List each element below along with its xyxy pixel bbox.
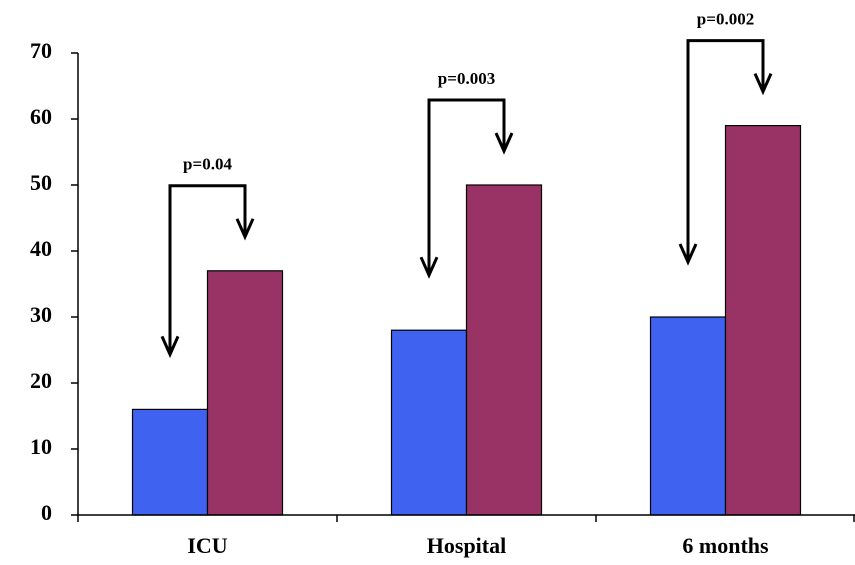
bracket [686,39,765,262]
y-tick-label: 10 [30,434,52,459]
y-tick-label: 20 [30,368,52,393]
y-tick-label: 70 [30,38,52,63]
bar [131,408,209,516]
x-tick-label: ICU [187,533,227,558]
arrow-head [753,72,773,96]
bar [390,329,468,516]
annotation: p=0.002 [697,10,754,29]
y-tick-label: 40 [30,236,52,261]
bracket [427,98,506,276]
arrow-head [160,335,180,359]
arrow-head [494,132,514,155]
arrow-head [419,256,439,279]
y-tick-label: 60 [30,104,52,129]
y-tick-label: 30 [30,302,52,327]
arrow-head [235,218,255,241]
y-tick-label: 0 [41,500,52,525]
bar [649,316,727,516]
bar [206,270,284,516]
x-tick-label: Hospital [427,533,506,558]
x-tick-label: 6 months [682,533,769,558]
arrow-head [678,243,698,266]
bar [465,184,543,516]
y-tick-label: 50 [30,170,52,195]
annotation: p=0.04 [183,155,232,174]
bar [724,124,802,516]
bracket [168,184,247,355]
annotation: p=0.003 [438,69,495,88]
